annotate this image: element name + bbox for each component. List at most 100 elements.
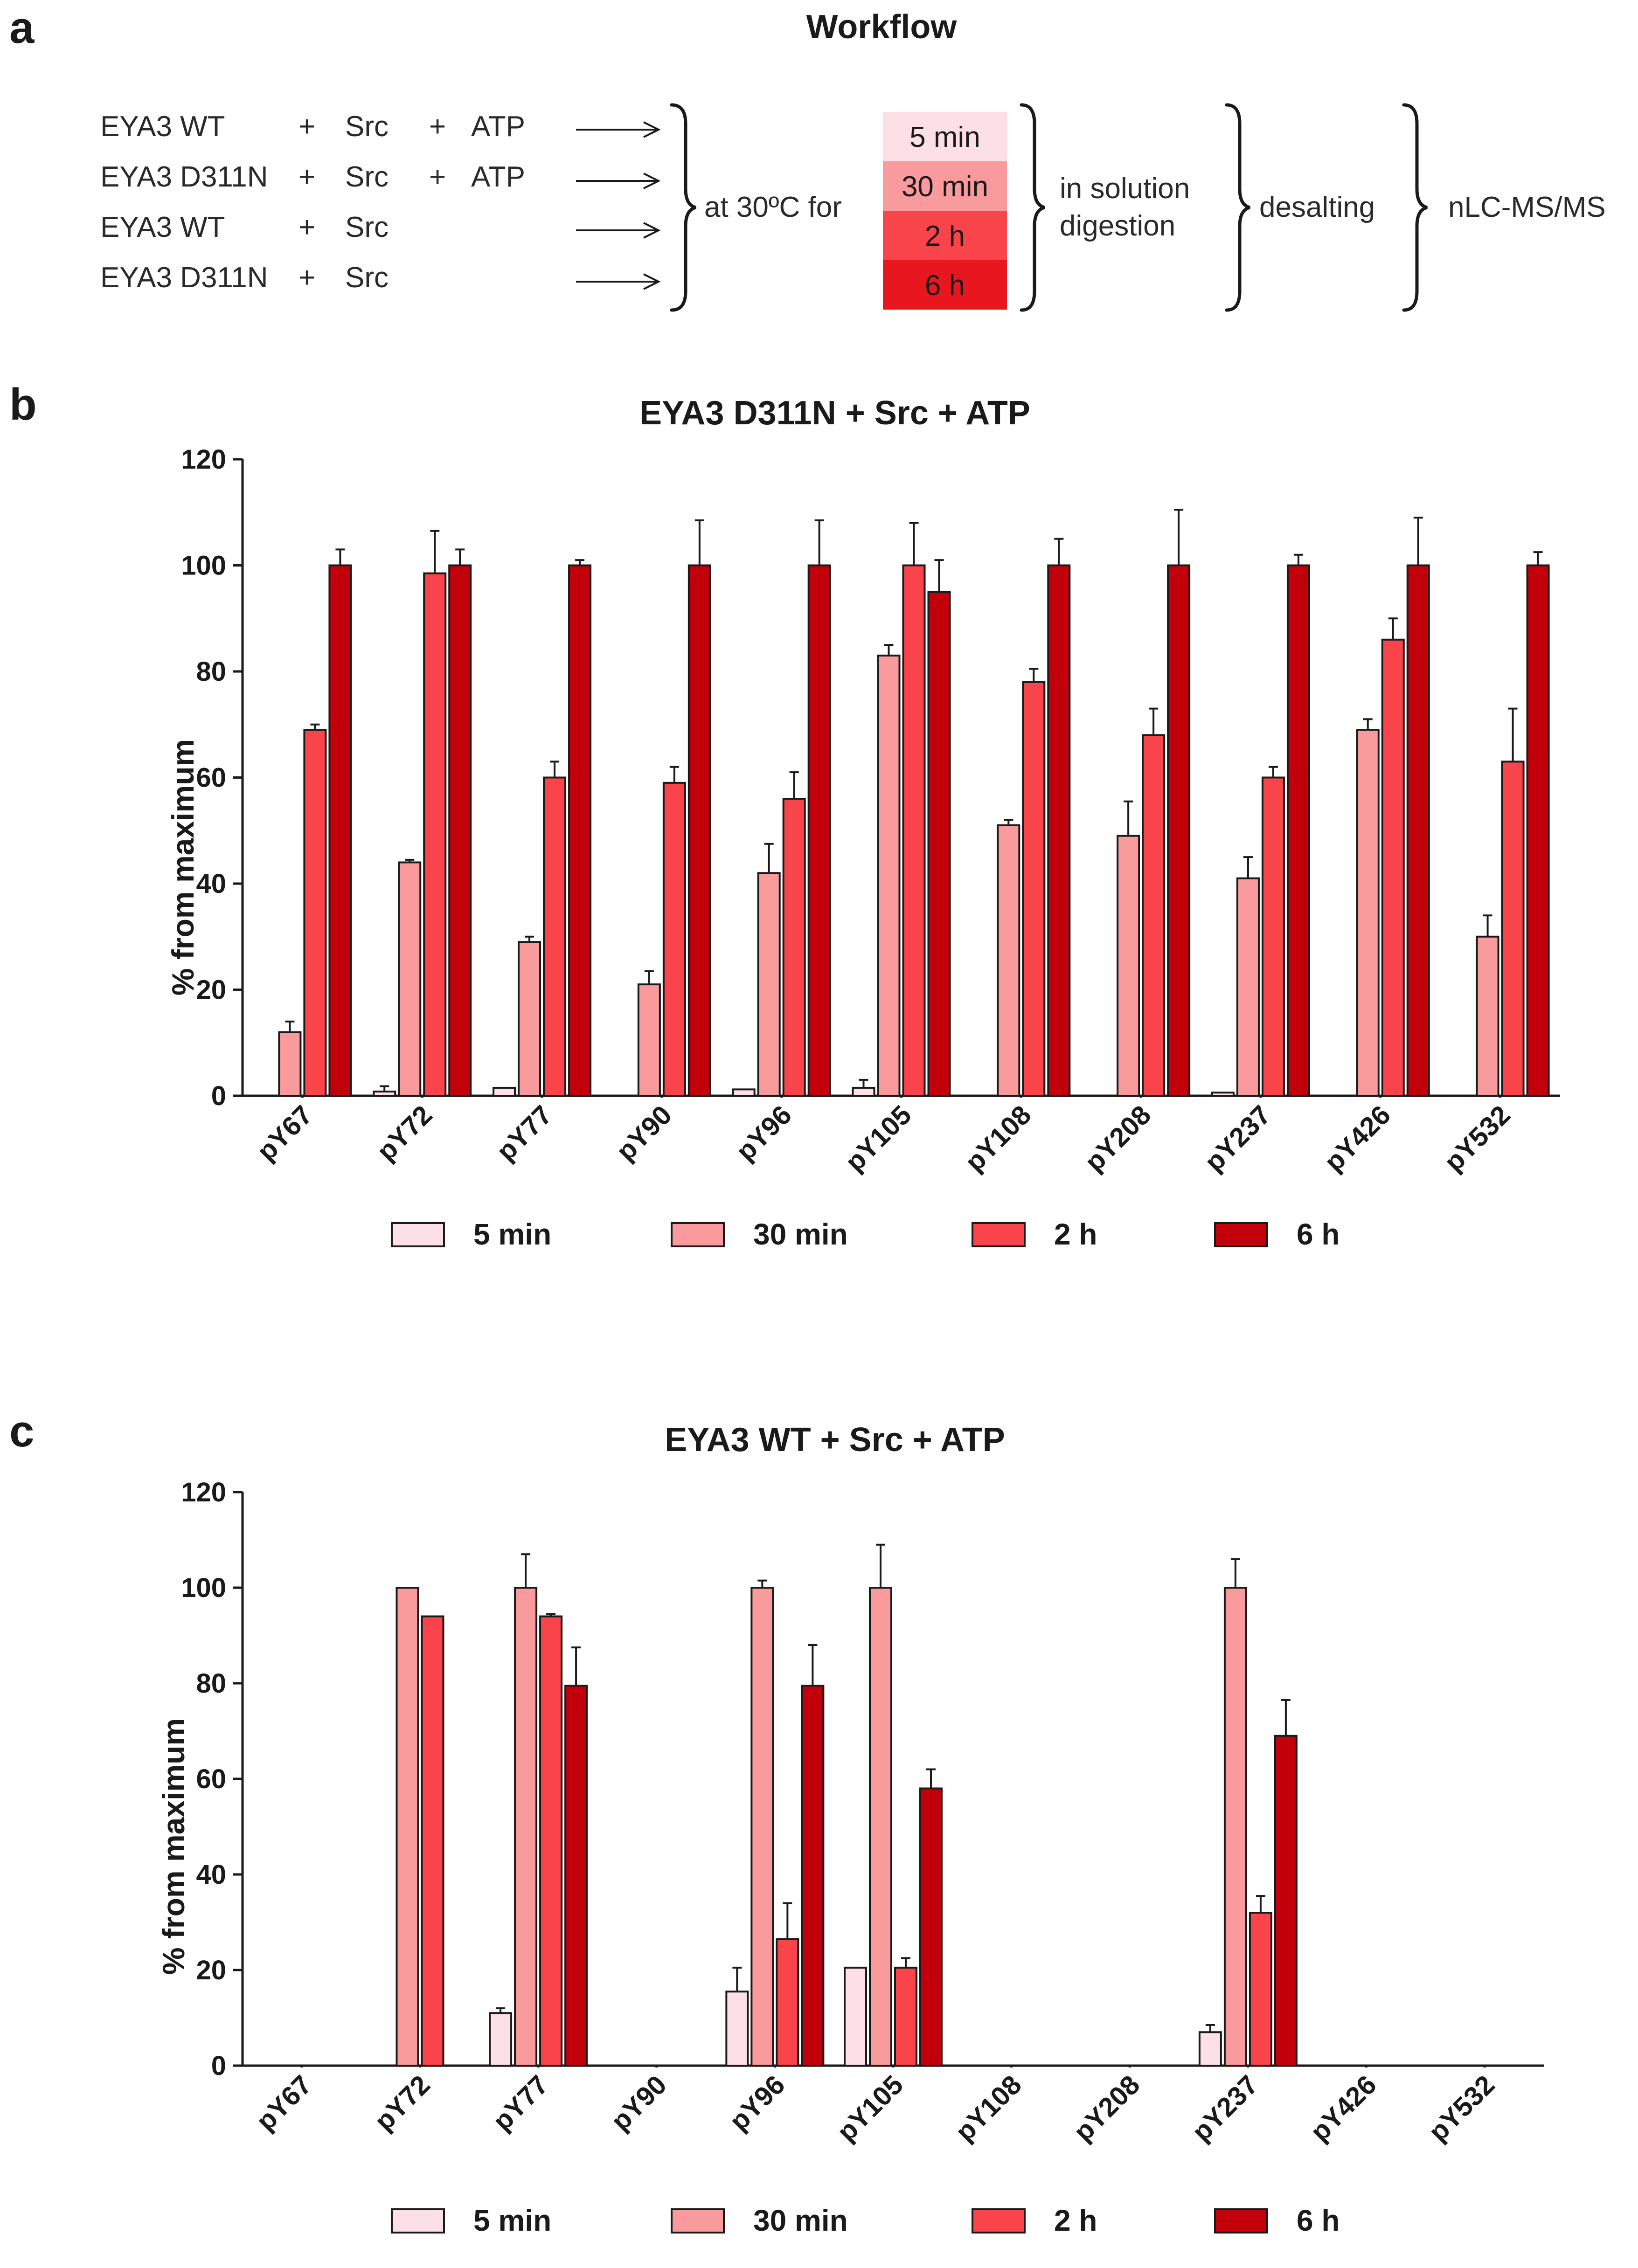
bar-pY237-6h <box>1286 564 1310 1097</box>
bar-pY67-2h <box>303 729 327 1097</box>
plot-area: 0 20 40 60 80 100 120 pY67 pY72 pY77 pY90 pY96 pY105… <box>181 1477 1544 2147</box>
bar-pY90-30min <box>637 983 661 1097</box>
y-tick-label: 80 <box>196 657 226 687</box>
y-tick-label: 60 <box>196 763 226 793</box>
legend-label: 5 min <box>473 1217 551 1251</box>
y-axis-title-wrap: % from maximum <box>166 739 200 996</box>
legend-swatch <box>671 1222 725 1247</box>
bar-pY208-30min <box>1117 835 1140 1097</box>
brace-icon <box>1402 103 1428 312</box>
category-label: pY96 <box>730 1099 798 1167</box>
category-label: pY96 <box>724 2069 791 2137</box>
condition-row-3: EYA3 WT + Src <box>100 211 661 243</box>
panel-c: c EYA3 WT + Src + ATP % from maximum 0 20… <box>9 1406 1544 2237</box>
condition-plus: + <box>298 111 315 143</box>
condition-kinase: Src <box>345 161 389 193</box>
bar-pY237-6h <box>1274 1735 1298 2067</box>
bar-pY77-2h <box>543 776 567 1097</box>
panel-c-letter: c <box>9 1406 34 1456</box>
incubation-label: at 30ºC for <box>704 191 842 223</box>
condition-plus: + <box>429 161 446 193</box>
condition-kinase: Src <box>345 211 389 243</box>
bar-pY105-2h <box>902 564 926 1097</box>
bar-pY72-30min <box>398 861 422 1097</box>
legend-swatch <box>972 2208 1026 2233</box>
bar-pY96-2h <box>776 1938 799 2067</box>
bar-pY67-30min <box>278 1031 302 1097</box>
bar-pY96-2h <box>782 798 806 1097</box>
y-tick-label: 120 <box>181 1477 226 1507</box>
y-tick-label: 0 <box>211 1081 226 1111</box>
legend-label: 6 h <box>1297 2204 1340 2237</box>
condition-plus: + <box>429 111 446 143</box>
y-tick-label: 20 <box>196 1955 226 1985</box>
bar-pY90-2h <box>662 781 686 1097</box>
category-label: pY90 <box>605 2069 673 2137</box>
bar-pY105-2h <box>894 1966 917 2067</box>
bar-pY77-30min <box>514 1587 538 2067</box>
y-tick-label: 100 <box>181 1573 226 1603</box>
brace-icon <box>1020 103 1046 312</box>
bar-pY108-30min <box>997 824 1020 1097</box>
legend-label: 30 min <box>753 1217 848 1251</box>
time-label: 6 h <box>925 270 965 302</box>
condition-row-1: EYA3 WT + Src + ATP <box>100 111 661 143</box>
legend-swatch <box>1214 2208 1268 2233</box>
bar-pY532-6h <box>1526 564 1550 1097</box>
category-label: pY237 <box>1199 1099 1277 1177</box>
arrow-icon <box>576 222 661 239</box>
bar-pY96-5min <box>732 1088 756 1097</box>
brace-icon <box>1225 103 1251 312</box>
ms-label: nLC-MS/MS <box>1448 191 1606 223</box>
chart-title: EYA3 D311N + Src + ATP <box>639 394 1030 432</box>
legend-swatch <box>671 2208 725 2233</box>
y-tick-label: 20 <box>196 975 226 1005</box>
arrow-icon <box>576 121 661 138</box>
category-label: pY532 <box>1438 1099 1516 1177</box>
bar-pY105-6h <box>919 1787 943 2067</box>
panel-a: a Workflow EYA3 WT + Src + ATP EYA3 D311… <box>9 3 1606 312</box>
bar-pY237-5min <box>1211 1092 1235 1097</box>
bar-pY77-5min <box>493 1086 516 1097</box>
brace-icon <box>670 103 697 312</box>
legend-label: 6 h <box>1297 1217 1340 1251</box>
condition-plus: + <box>298 262 315 294</box>
condition-protein: EYA3 D311N <box>100 262 268 294</box>
legend-swatch <box>1214 1222 1268 1247</box>
condition-protein: EYA3 D311N <box>100 161 268 193</box>
y-tick-label: 40 <box>196 1860 226 1890</box>
arrow-icon <box>576 273 661 290</box>
condition-row-4: EYA3 D311N + Src <box>100 262 661 294</box>
bar-pY77-5min <box>489 2012 513 2067</box>
bar-pY108-2h <box>1022 681 1046 1097</box>
category-label: pY105 <box>831 2069 909 2147</box>
bar-pY237-2h <box>1249 1912 1272 2067</box>
condition-atp: ATP <box>471 161 525 193</box>
legend-label: 5 min <box>473 2204 551 2237</box>
y-tick-label: 100 <box>181 551 226 581</box>
workflow-title: Workflow <box>806 8 958 46</box>
time-label: 5 min <box>909 121 980 153</box>
bar-pY96-30min <box>750 1587 774 2067</box>
condition-row-2: EYA3 D311N + Src + ATP <box>100 161 661 193</box>
bar-pY72-5min <box>373 1090 396 1097</box>
bar-pY237-5min <box>1198 2031 1222 2067</box>
bar-pY208-2h <box>1142 734 1166 1097</box>
category-label: pY72 <box>369 2069 436 2137</box>
condition-protein: EYA3 WT <box>100 211 225 243</box>
condition-atp: ATP <box>471 111 525 143</box>
bar-pY532-2h <box>1501 761 1525 1097</box>
category-label: pY67 <box>251 1099 319 1167</box>
y-tick-label: 80 <box>196 1668 226 1699</box>
legend-label: 2 h <box>1054 2204 1097 2237</box>
condition-kinase: Src <box>345 111 389 143</box>
legend-swatch <box>391 1222 445 1247</box>
time-label: 30 min <box>902 171 988 203</box>
panel-a-letter: a <box>9 3 35 53</box>
y-tick-label: 60 <box>196 1764 226 1794</box>
category-label: pY532 <box>1423 2069 1501 2147</box>
legend-swatch <box>391 2208 445 2233</box>
bar-pY72-2h <box>421 1615 444 2067</box>
y-axis-title: % from maximum <box>156 1718 191 1975</box>
